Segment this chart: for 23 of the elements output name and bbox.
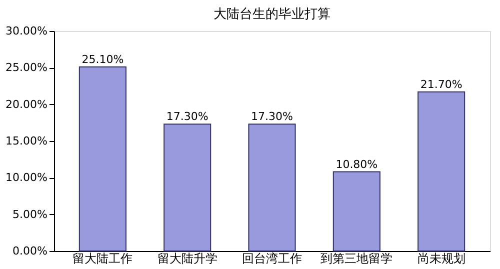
data-label: 21.70%: [420, 78, 462, 91]
y-tick-label: 10.00%: [6, 171, 48, 184]
data-label: 25.10%: [82, 52, 124, 66]
bar: [248, 124, 296, 252]
x-tick-label: 到第三地留学: [320, 252, 393, 266]
data-label: 17.30%: [166, 110, 208, 124]
bar: [332, 171, 380, 252]
bar: [78, 66, 126, 252]
y-tick-label: 15.00%: [6, 134, 48, 148]
data-label: 10.80%: [336, 158, 378, 171]
chart-title: 大陆台生的毕业打算: [214, 7, 330, 22]
y-tick-label: 20.00%: [6, 98, 48, 111]
bar: [418, 91, 466, 252]
x-tick-label: 留大陆升学: [157, 252, 218, 266]
x-tick-label: 回台湾工作: [242, 252, 302, 266]
x-tick-label: 尚未规划: [417, 252, 466, 266]
x-tick-label: 留大陆工作: [72, 252, 133, 266]
data-label: 17.30%: [251, 110, 293, 124]
y-tick-label: 30.00%: [6, 24, 48, 38]
y-tick-label: 0.00%: [12, 244, 48, 258]
y-tick-label: 25.00%: [6, 61, 48, 74]
y-tick-label: 5.00%: [12, 208, 48, 221]
bar: [164, 124, 212, 252]
